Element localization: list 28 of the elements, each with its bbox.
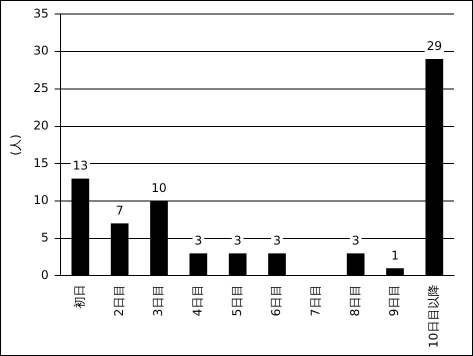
y-tick-label: 0 <box>41 268 49 282</box>
data-label: 29 <box>426 39 442 54</box>
data-label: 3 <box>194 233 202 248</box>
y-tick-label: 15 <box>33 156 49 170</box>
x-tick-label: 8日目 <box>348 284 362 316</box>
x-tick-label: 7日目 <box>308 284 322 316</box>
data-label: 3 <box>234 233 242 248</box>
y-tick-label: 10 <box>33 193 49 208</box>
data-label: 3 <box>352 233 360 248</box>
data-label: 1 <box>391 248 399 262</box>
data-label: 7 <box>116 204 124 218</box>
x-tick-label: 6日目 <box>269 284 284 316</box>
x-tick-label: 9日目 <box>387 284 402 316</box>
x-tick-label: 初日 <box>72 284 86 309</box>
x-tick-label: 5日目 <box>230 284 244 316</box>
y-axis-title: (人) <box>8 134 22 156</box>
x-tick-label: 3日目 <box>151 284 166 316</box>
x-tick-label: 2日目 <box>112 284 126 316</box>
y-tick-label: 25 <box>33 81 49 96</box>
x-tick-label: 10日目以降 <box>426 284 440 348</box>
y-tick-label: 35 <box>33 6 49 20</box>
y-tick-label: 5 <box>41 230 49 244</box>
y-tick-label: 30 <box>33 44 49 58</box>
data-label: 3 <box>273 233 281 248</box>
data-label: 13 <box>72 158 88 173</box>
y-tick-label: 20 <box>33 118 49 132</box>
x-tick-label: 4日目 <box>190 284 204 316</box>
data-label: 10 <box>151 181 167 196</box>
